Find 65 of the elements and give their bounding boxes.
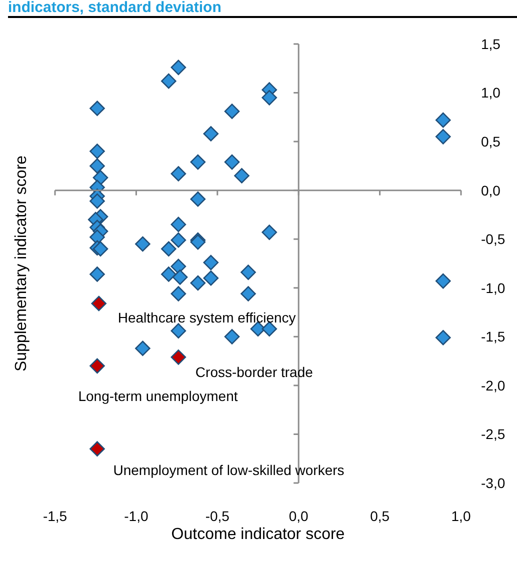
point	[90, 158, 105, 174]
point	[435, 273, 451, 289]
point	[90, 100, 105, 116]
annotation: Unemployment of low-skilled workers	[113, 462, 344, 478]
point	[170, 232, 186, 248]
point	[240, 264, 256, 280]
y-tick-label: -1,0	[481, 280, 506, 296]
point	[90, 441, 105, 457]
point	[90, 193, 105, 209]
y-tick-label: -2,0	[481, 377, 506, 394]
y-tick-label: 1,5	[481, 36, 501, 52]
x-tick-label: -1,5	[42, 508, 68, 524]
point	[435, 330, 451, 346]
point	[161, 73, 176, 89]
annotation: Long-term unemployment	[78, 388, 238, 404]
point	[90, 144, 105, 159]
point	[170, 60, 186, 76]
y-tick-label: -2,5	[481, 426, 506, 442]
point	[172, 270, 188, 285]
y-tick-label: -0,5	[481, 231, 506, 248]
annotation: Healthcare system efficiency	[118, 310, 296, 326]
annotation: Cross-border trade	[195, 364, 314, 380]
point	[90, 266, 105, 282]
point	[170, 323, 186, 338]
point	[91, 296, 106, 312]
point	[161, 241, 176, 257]
point	[224, 154, 240, 170]
point	[190, 275, 206, 291]
y-tick-label: -1,5	[481, 328, 506, 345]
point	[170, 350, 186, 365]
point	[170, 258, 186, 274]
point	[435, 112, 451, 128]
point	[170, 166, 186, 182]
chart-title: indicators, standard deviation	[8, 0, 222, 16]
x-tick-label: 0,0	[288, 508, 309, 524]
point	[240, 286, 256, 302]
y-tick-label: -3,0	[481, 474, 506, 491]
x-tick-label: 1,0	[451, 508, 471, 524]
point	[203, 126, 219, 142]
point	[234, 168, 250, 184]
point	[161, 266, 176, 282]
y-axis-title: Supplementary indicator score	[13, 155, 30, 372]
point	[135, 236, 150, 252]
point	[92, 170, 108, 186]
y-tick-label: 0,5	[481, 134, 501, 150]
point	[170, 216, 186, 232]
point	[203, 270, 219, 286]
point	[170, 286, 186, 302]
x-axis-title: Outcome indicator score	[171, 526, 345, 543]
x-tick-label: -0,5	[205, 508, 230, 524]
point	[203, 254, 219, 270]
point	[224, 329, 240, 344]
x-tick-label: -1,0	[124, 508, 148, 524]
point	[262, 224, 278, 240]
point	[262, 90, 278, 106]
point	[135, 340, 150, 356]
point	[190, 191, 206, 207]
y-tick-label: 0,0	[481, 182, 501, 198]
y-tick-label: 1,0	[481, 84, 501, 101]
point	[92, 241, 108, 257]
point	[190, 154, 206, 170]
point	[224, 104, 240, 119]
point	[90, 358, 105, 374]
point	[435, 129, 451, 144]
x-tick-label: 0,5	[370, 508, 390, 524]
